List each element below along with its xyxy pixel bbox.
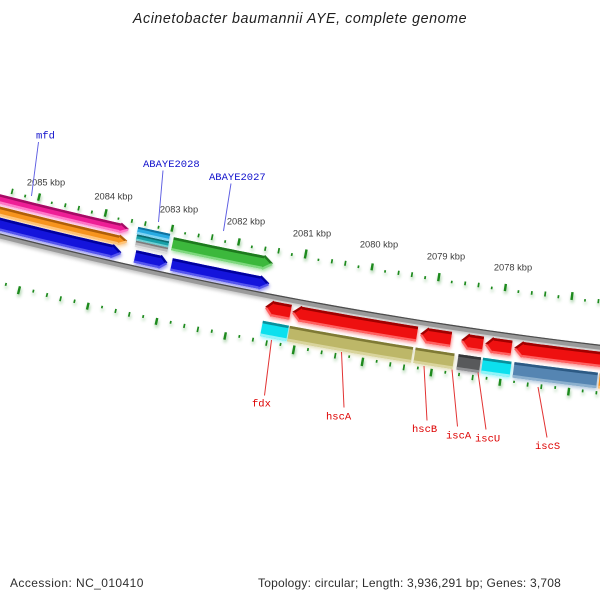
svg-text:2085 kbp: 2085 kbp bbox=[27, 178, 65, 188]
svg-text:iscA: iscA bbox=[446, 431, 472, 443]
svg-text:2080 kbp: 2080 kbp bbox=[360, 240, 398, 250]
svg-text:hscA: hscA bbox=[326, 412, 352, 424]
svg-text:Topology: circular; Length: 3,: Topology: circular; Length: 3,936,291 bp… bbox=[258, 576, 561, 590]
svg-text:2083 kbp: 2083 kbp bbox=[160, 204, 198, 214]
svg-text:mfd: mfd bbox=[36, 131, 55, 143]
svg-text:2079 kbp: 2079 kbp bbox=[427, 251, 465, 261]
svg-text:2078 kbp: 2078 kbp bbox=[494, 262, 532, 272]
svg-text:fdx: fdx bbox=[252, 399, 271, 411]
svg-text:iscS: iscS bbox=[535, 441, 560, 453]
svg-text:2081 kbp: 2081 kbp bbox=[293, 228, 331, 238]
svg-text:ABAYE2027: ABAYE2027 bbox=[209, 172, 266, 184]
svg-text:Acinetobacter baumannii AYE, c: Acinetobacter baumannii AYE, complete ge… bbox=[132, 11, 467, 27]
svg-text:2082 kbp: 2082 kbp bbox=[227, 217, 265, 227]
svg-text:Accession: NC_010410: Accession: NC_010410 bbox=[10, 576, 144, 590]
svg-text:2084 kbp: 2084 kbp bbox=[94, 191, 132, 201]
svg-text:iscU: iscU bbox=[475, 434, 500, 446]
svg-text:hscB: hscB bbox=[412, 424, 437, 436]
svg-text:ABAYE2028: ABAYE2028 bbox=[143, 159, 200, 171]
